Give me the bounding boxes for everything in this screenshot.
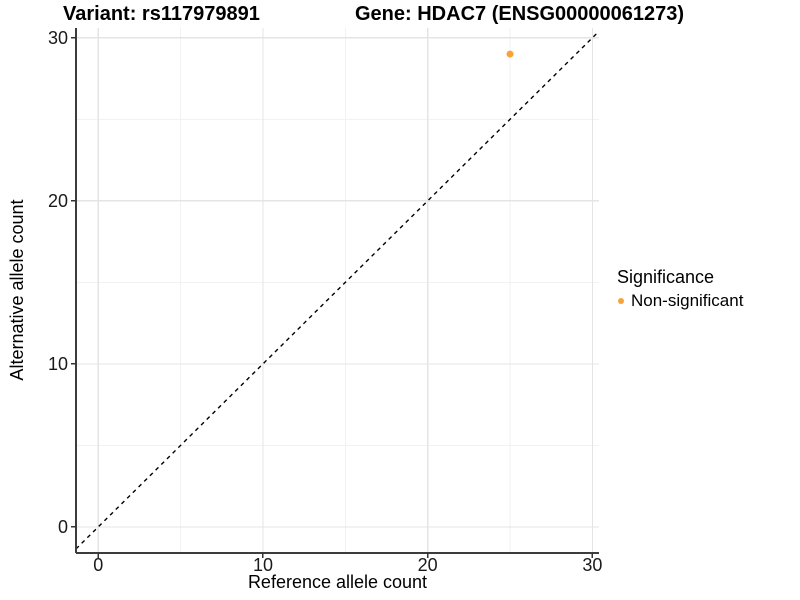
y-axis-title: Alternative allele count	[7, 199, 27, 381]
y-tick-label: 30	[48, 28, 68, 48]
data-point	[506, 50, 514, 58]
y-tick-labels: 0 10 20 30	[48, 28, 68, 537]
legend: Significance Non-significant	[617, 267, 743, 311]
x-tick-label: 30	[582, 555, 602, 575]
identity-line	[75, 30, 600, 550]
legend-title: Significance	[617, 267, 715, 287]
tick-marks	[71, 37, 594, 558]
major-gridlines	[76, 28, 599, 553]
plot-title-gene: Gene: HDAC7 (ENSG00000061273)	[355, 3, 685, 25]
x-tick-label: 20	[418, 555, 438, 575]
y-tick-label: 20	[48, 191, 68, 211]
x-tick-labels: 0 10 20 30	[93, 555, 602, 575]
x-tick-label: 10	[253, 555, 273, 575]
data-points	[506, 50, 514, 58]
legend-item: Non-significant	[617, 291, 743, 311]
minor-gridlines	[76, 28, 599, 553]
y-tick-label: 0	[58, 517, 68, 537]
x-tick-label: 0	[93, 555, 103, 575]
legend-item-label: Non-significant	[631, 291, 744, 310]
plot-title-variant: Variant: rs117979891	[63, 3, 260, 25]
x-axis-title: Reference allele count	[247, 572, 428, 592]
y-tick-label: 10	[48, 354, 68, 374]
axis-lines	[75, 28, 599, 554]
legend-point-icon	[618, 298, 624, 304]
